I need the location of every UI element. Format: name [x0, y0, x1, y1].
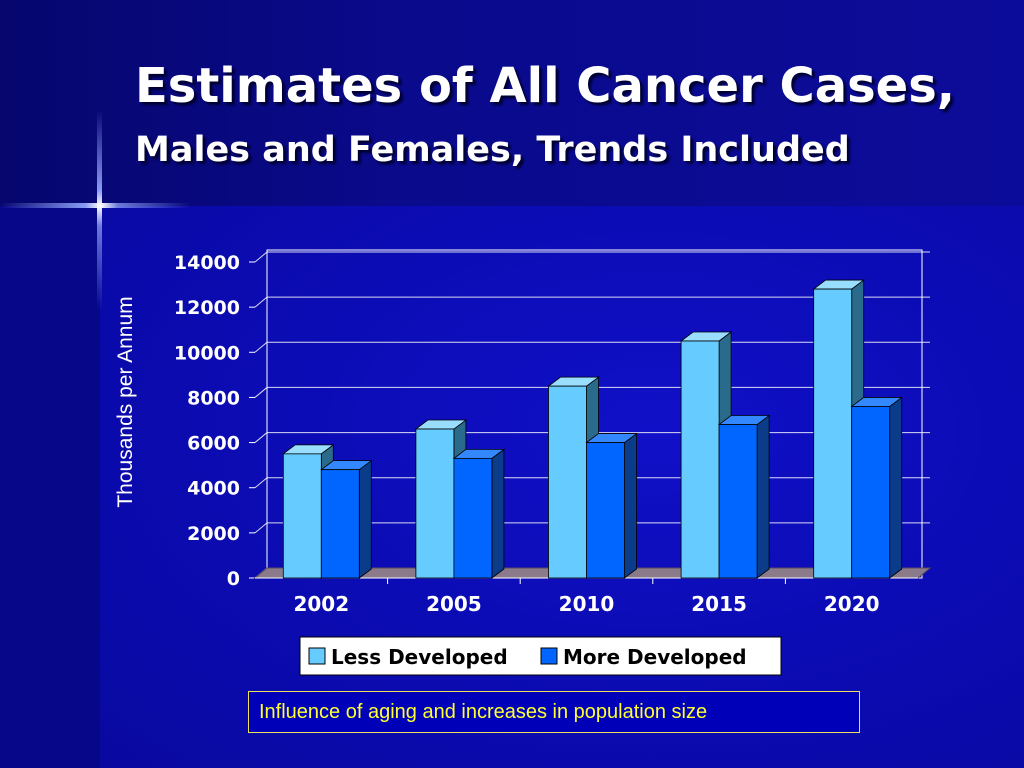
bar-front — [680, 340, 720, 579]
y-tick-label: 4000 — [187, 478, 240, 500]
gridline-diagonal — [254, 341, 268, 353]
legend-swatch-less-developed — [308, 647, 326, 665]
slide-subtitle: Males and Females, Trends Included — [135, 130, 850, 170]
bar-side — [889, 396, 903, 579]
x-tick-label: 2002 — [293, 592, 349, 616]
y-tick-label: 0 — [227, 568, 240, 590]
chart-bars — [282, 279, 903, 579]
gridline-diagonal — [254, 387, 268, 398]
bar-front — [851, 406, 891, 579]
bar-side — [491, 448, 505, 579]
y-tick-label: 10000 — [174, 342, 240, 364]
sparkle-star-horizontal — [0, 203, 190, 208]
bar — [850, 396, 903, 579]
bar-side — [756, 414, 770, 579]
y-tick-label: 14000 — [174, 252, 240, 274]
y-tick-label: 6000 — [187, 433, 240, 455]
slide-title: Estimates of All Cancer Cases, — [135, 58, 956, 114]
bar — [717, 414, 771, 579]
gridline-diagonal — [254, 296, 268, 308]
chart-legend: Less Developed More Developed — [299, 636, 782, 676]
bar-front — [453, 457, 493, 579]
legend-label-more-developed: More Developed — [563, 645, 747, 669]
gridline-diagonal — [254, 432, 268, 443]
bar-front — [415, 428, 455, 579]
bar-side — [358, 459, 372, 579]
x-tick-label: 2010 — [559, 592, 615, 616]
title-band — [0, 0, 1024, 206]
bar-front — [320, 469, 360, 579]
x-tick-label: 2015 — [691, 592, 747, 616]
bar-front — [548, 385, 587, 579]
bar — [320, 459, 373, 579]
left-band — [0, 206, 100, 768]
gridline-diagonal — [254, 251, 268, 263]
y-axis-title: Thousands per Annum — [114, 296, 137, 507]
bar-front — [813, 288, 853, 579]
bar-side — [624, 432, 637, 579]
gridline-diagonal — [254, 477, 268, 489]
bar-front — [718, 424, 758, 579]
chart-labels: 0 2000 4000 6000 8000 10000 12000 14000 2002 2005… — [174, 252, 880, 616]
y-tick-label: 12000 — [174, 297, 240, 319]
legend-swatch-more-developed — [540, 647, 558, 665]
y-tick-label: 8000 — [187, 387, 240, 409]
sparkle-star-vertical — [97, 110, 102, 310]
x-tick-label: 2020 — [824, 592, 880, 616]
bar — [585, 432, 638, 579]
bar — [452, 448, 506, 579]
legend-label-less-developed: Less Developed — [331, 645, 508, 669]
x-tick-label: 2005 — [426, 592, 482, 616]
annotation-box: Influence of aging and increases in popu… — [248, 691, 860, 733]
bar-front — [282, 453, 322, 579]
gridline-diagonal — [254, 522, 268, 534]
y-tick-label: 2000 — [187, 523, 240, 545]
bar-front — [586, 442, 625, 579]
